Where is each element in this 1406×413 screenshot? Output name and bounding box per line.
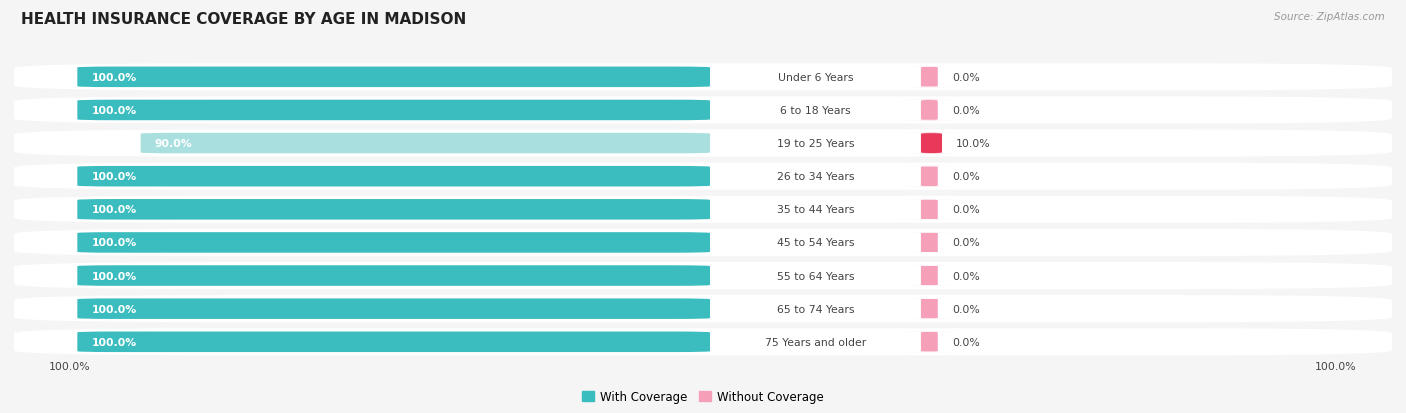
- Text: Under 6 Years: Under 6 Years: [778, 73, 853, 83]
- Text: 100.0%: 100.0%: [91, 271, 136, 281]
- Text: 100.0%: 100.0%: [91, 337, 136, 347]
- Text: 0.0%: 0.0%: [952, 271, 980, 281]
- FancyBboxPatch shape: [77, 233, 710, 253]
- FancyBboxPatch shape: [903, 299, 956, 319]
- FancyBboxPatch shape: [14, 196, 1392, 223]
- FancyBboxPatch shape: [77, 332, 710, 352]
- FancyBboxPatch shape: [14, 97, 1392, 124]
- Text: 0.0%: 0.0%: [952, 304, 980, 314]
- FancyBboxPatch shape: [903, 332, 956, 352]
- FancyBboxPatch shape: [77, 166, 710, 187]
- Legend: With Coverage, Without Coverage: With Coverage, Without Coverage: [578, 385, 828, 408]
- Text: 90.0%: 90.0%: [155, 139, 193, 149]
- Text: 65 to 74 Years: 65 to 74 Years: [776, 304, 855, 314]
- Text: 100.0%: 100.0%: [91, 304, 136, 314]
- Text: Source: ZipAtlas.com: Source: ZipAtlas.com: [1274, 12, 1385, 22]
- Text: 0.0%: 0.0%: [952, 172, 980, 182]
- Text: 26 to 34 Years: 26 to 34 Years: [776, 172, 855, 182]
- FancyBboxPatch shape: [903, 67, 956, 88]
- FancyBboxPatch shape: [141, 133, 710, 154]
- FancyBboxPatch shape: [903, 199, 956, 220]
- FancyBboxPatch shape: [14, 328, 1392, 356]
- FancyBboxPatch shape: [77, 199, 710, 220]
- Text: 45 to 54 Years: 45 to 54 Years: [776, 238, 855, 248]
- FancyBboxPatch shape: [77, 67, 710, 88]
- Text: 100.0%: 100.0%: [91, 73, 136, 83]
- Text: 100.0%: 100.0%: [91, 172, 136, 182]
- Text: 100.0%: 100.0%: [91, 238, 136, 248]
- FancyBboxPatch shape: [14, 163, 1392, 190]
- FancyBboxPatch shape: [14, 64, 1392, 91]
- Text: 10.0%: 10.0%: [956, 139, 991, 149]
- FancyBboxPatch shape: [77, 100, 710, 121]
- Text: 0.0%: 0.0%: [952, 337, 980, 347]
- Text: 35 to 44 Years: 35 to 44 Years: [776, 205, 855, 215]
- FancyBboxPatch shape: [14, 130, 1392, 157]
- FancyBboxPatch shape: [14, 229, 1392, 256]
- Text: 0.0%: 0.0%: [952, 73, 980, 83]
- FancyBboxPatch shape: [903, 166, 956, 187]
- Text: HEALTH INSURANCE COVERAGE BY AGE IN MADISON: HEALTH INSURANCE COVERAGE BY AGE IN MADI…: [21, 12, 467, 27]
- Text: 100.0%: 100.0%: [1315, 361, 1357, 371]
- Text: 55 to 64 Years: 55 to 64 Years: [776, 271, 855, 281]
- FancyBboxPatch shape: [14, 295, 1392, 323]
- Text: 6 to 18 Years: 6 to 18 Years: [780, 106, 851, 116]
- Text: 0.0%: 0.0%: [952, 106, 980, 116]
- FancyBboxPatch shape: [903, 266, 956, 286]
- Text: 0.0%: 0.0%: [952, 238, 980, 248]
- Text: 19 to 25 Years: 19 to 25 Years: [776, 139, 855, 149]
- FancyBboxPatch shape: [77, 299, 710, 319]
- Text: 100.0%: 100.0%: [91, 205, 136, 215]
- FancyBboxPatch shape: [903, 100, 956, 121]
- Text: 100.0%: 100.0%: [49, 361, 91, 371]
- FancyBboxPatch shape: [907, 133, 956, 154]
- FancyBboxPatch shape: [903, 233, 956, 253]
- Text: 100.0%: 100.0%: [91, 106, 136, 116]
- Text: 0.0%: 0.0%: [952, 205, 980, 215]
- FancyBboxPatch shape: [77, 266, 710, 286]
- FancyBboxPatch shape: [14, 262, 1392, 290]
- Text: 75 Years and older: 75 Years and older: [765, 337, 866, 347]
